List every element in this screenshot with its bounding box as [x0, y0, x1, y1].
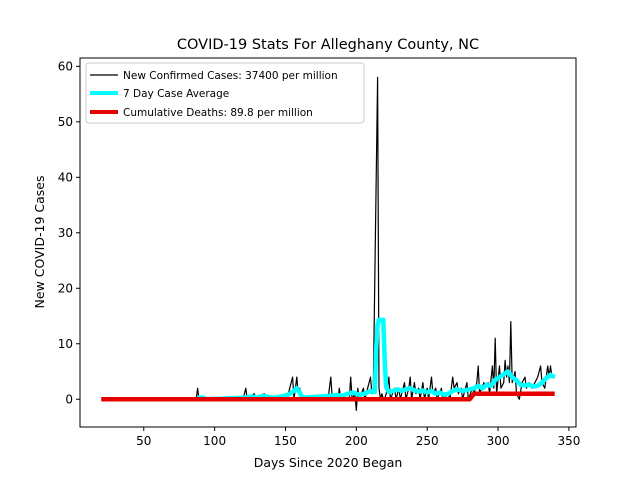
legend: New Confirmed Cases: 37400 per million 7… [85, 62, 365, 124]
legend-label-average: 7 Day Case Average [123, 88, 229, 100]
x-tick-label: 250 [416, 434, 439, 448]
plot-area [101, 76, 556, 411]
x-axis: 50 100 150 200 250 300 350 [136, 427, 580, 448]
legend-label-deaths: Cumulative Deaths: 89.8 per million [123, 107, 313, 119]
x-tick-label: 150 [274, 434, 297, 448]
plot-frame [79, 57, 577, 428]
y-tick-label: 60 [58, 59, 73, 73]
y-tick-label: 50 [58, 115, 73, 129]
series-line-1 [101, 76, 555, 411]
series-line-2 [197, 317, 556, 402]
y-axis-label: New COVID-19 Cases [32, 176, 47, 309]
x-tick-label: 100 [203, 434, 226, 448]
chart-title: COVID-19 Stats For Alleghany County, NC [177, 37, 479, 53]
x-tick-label: 50 [136, 434, 151, 448]
series-line-3 [101, 391, 555, 402]
y-tick-label: 20 [58, 281, 73, 295]
y-axis: 0 10 20 30 40 50 60 [58, 59, 80, 406]
y-tick-label: 10 [58, 337, 73, 351]
y-tick-label: 40 [58, 170, 73, 184]
x-tick-label: 200 [345, 434, 368, 448]
x-axis-label: Days Since 2020 Began [254, 455, 403, 470]
legend-box [85, 62, 365, 124]
series-layer [101, 76, 556, 411]
x-tick-label: 300 [487, 434, 510, 448]
x-tick-label: 350 [557, 434, 580, 448]
legend-label-cases: New Confirmed Cases: 37400 per million [123, 70, 338, 82]
y-tick-label: 30 [58, 226, 73, 240]
y-tick-label: 0 [65, 392, 73, 406]
